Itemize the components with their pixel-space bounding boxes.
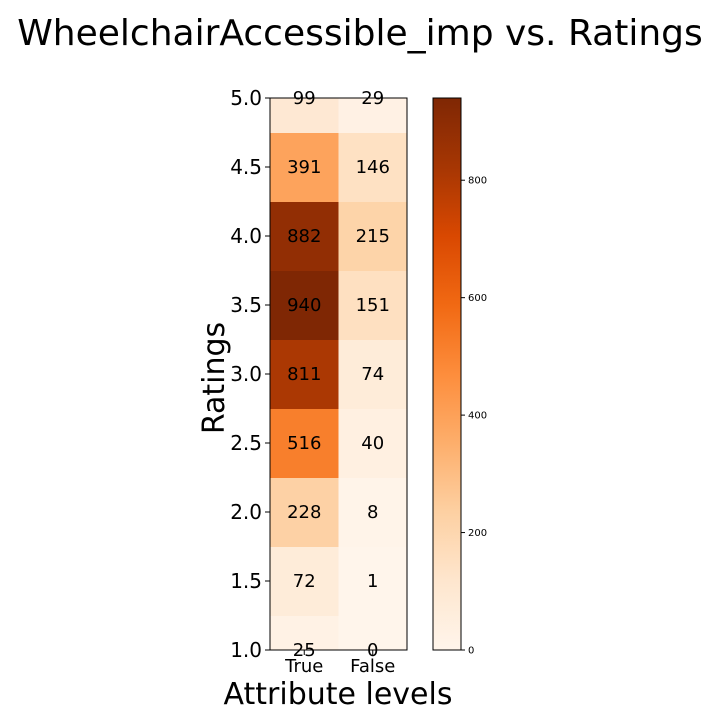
y-tick-label: 1.0 [230,638,262,662]
x-tick-label: True [284,656,323,677]
heatmap-cell [270,546,339,616]
x-tick-label: False [350,656,395,677]
colorbar-tick-label: 200 [468,528,487,539]
y-tick-label: 2.5 [230,431,262,455]
heatmap-cell [338,98,407,133]
cell-value-label: 1 [367,571,378,592]
y-axis-label: Ratings [197,322,232,434]
colorbar-tick-label: 400 [468,411,487,422]
cell-value-label: 8 [367,502,378,523]
heatmap-cell [338,201,407,271]
chart-title: WheelchairAccessible_imp vs. Ratings [17,13,703,54]
y-tick-label: 4.0 [230,224,262,248]
cell-value-label: 882 [287,226,321,247]
colorbar-tick-label: 0 [468,646,474,657]
cell-value-label: 516 [287,433,321,454]
heatmap-cell [270,98,339,133]
x-axis-label: Attribute levels [224,677,453,712]
heatmap-cell [338,615,407,650]
heatmap-cell [338,408,407,478]
y-tick-label: 3.5 [230,293,262,317]
y-tick-label: 5.0 [230,86,262,110]
cell-value-label: 40 [361,433,384,454]
heatmap-cell [270,270,339,340]
cell-value-label: 940 [287,295,321,316]
colorbar [432,97,462,651]
cell-value-label: 151 [356,295,390,316]
colorbar-tick-label: 800 [468,176,487,187]
heatmap-cell [270,339,339,409]
heatmap-cell [270,201,339,271]
cell-value-label: 391 [287,157,321,178]
heatmap-cell [270,477,339,547]
cell-value-label: 215 [356,226,390,247]
cell-value-label: 72 [293,571,316,592]
heatmap-cell [338,339,407,409]
heatmap-cell [270,408,339,478]
cell-value-label: 146 [356,157,390,178]
cell-value-label: 811 [287,364,321,385]
heatmap-cell [270,132,339,202]
y-axis-ticks: 1.0 1.5 2.0 2.5 3.0 3.5 4.0 4.5 5.0 [230,86,270,662]
heatmap-cell [338,132,407,202]
cell-value-label: 74 [361,364,384,385]
heatmap-cell [338,546,407,616]
heatmap-cell [338,270,407,340]
y-tick-label: 4.5 [230,155,262,179]
cell-value-label: 228 [287,502,321,523]
colorbar-tick-label: 600 [468,293,487,304]
heatmap-cell [270,615,339,650]
x-axis-ticks: True False [284,650,395,677]
colorbar-ticks: 0 200 400 600 800 [461,176,487,657]
y-tick-label: 2.0 [230,500,262,524]
heatmap-cell [338,477,407,547]
heatmap-cells [270,98,407,650]
y-tick-label: 1.5 [230,569,262,593]
y-tick-label: 3.0 [230,362,262,386]
